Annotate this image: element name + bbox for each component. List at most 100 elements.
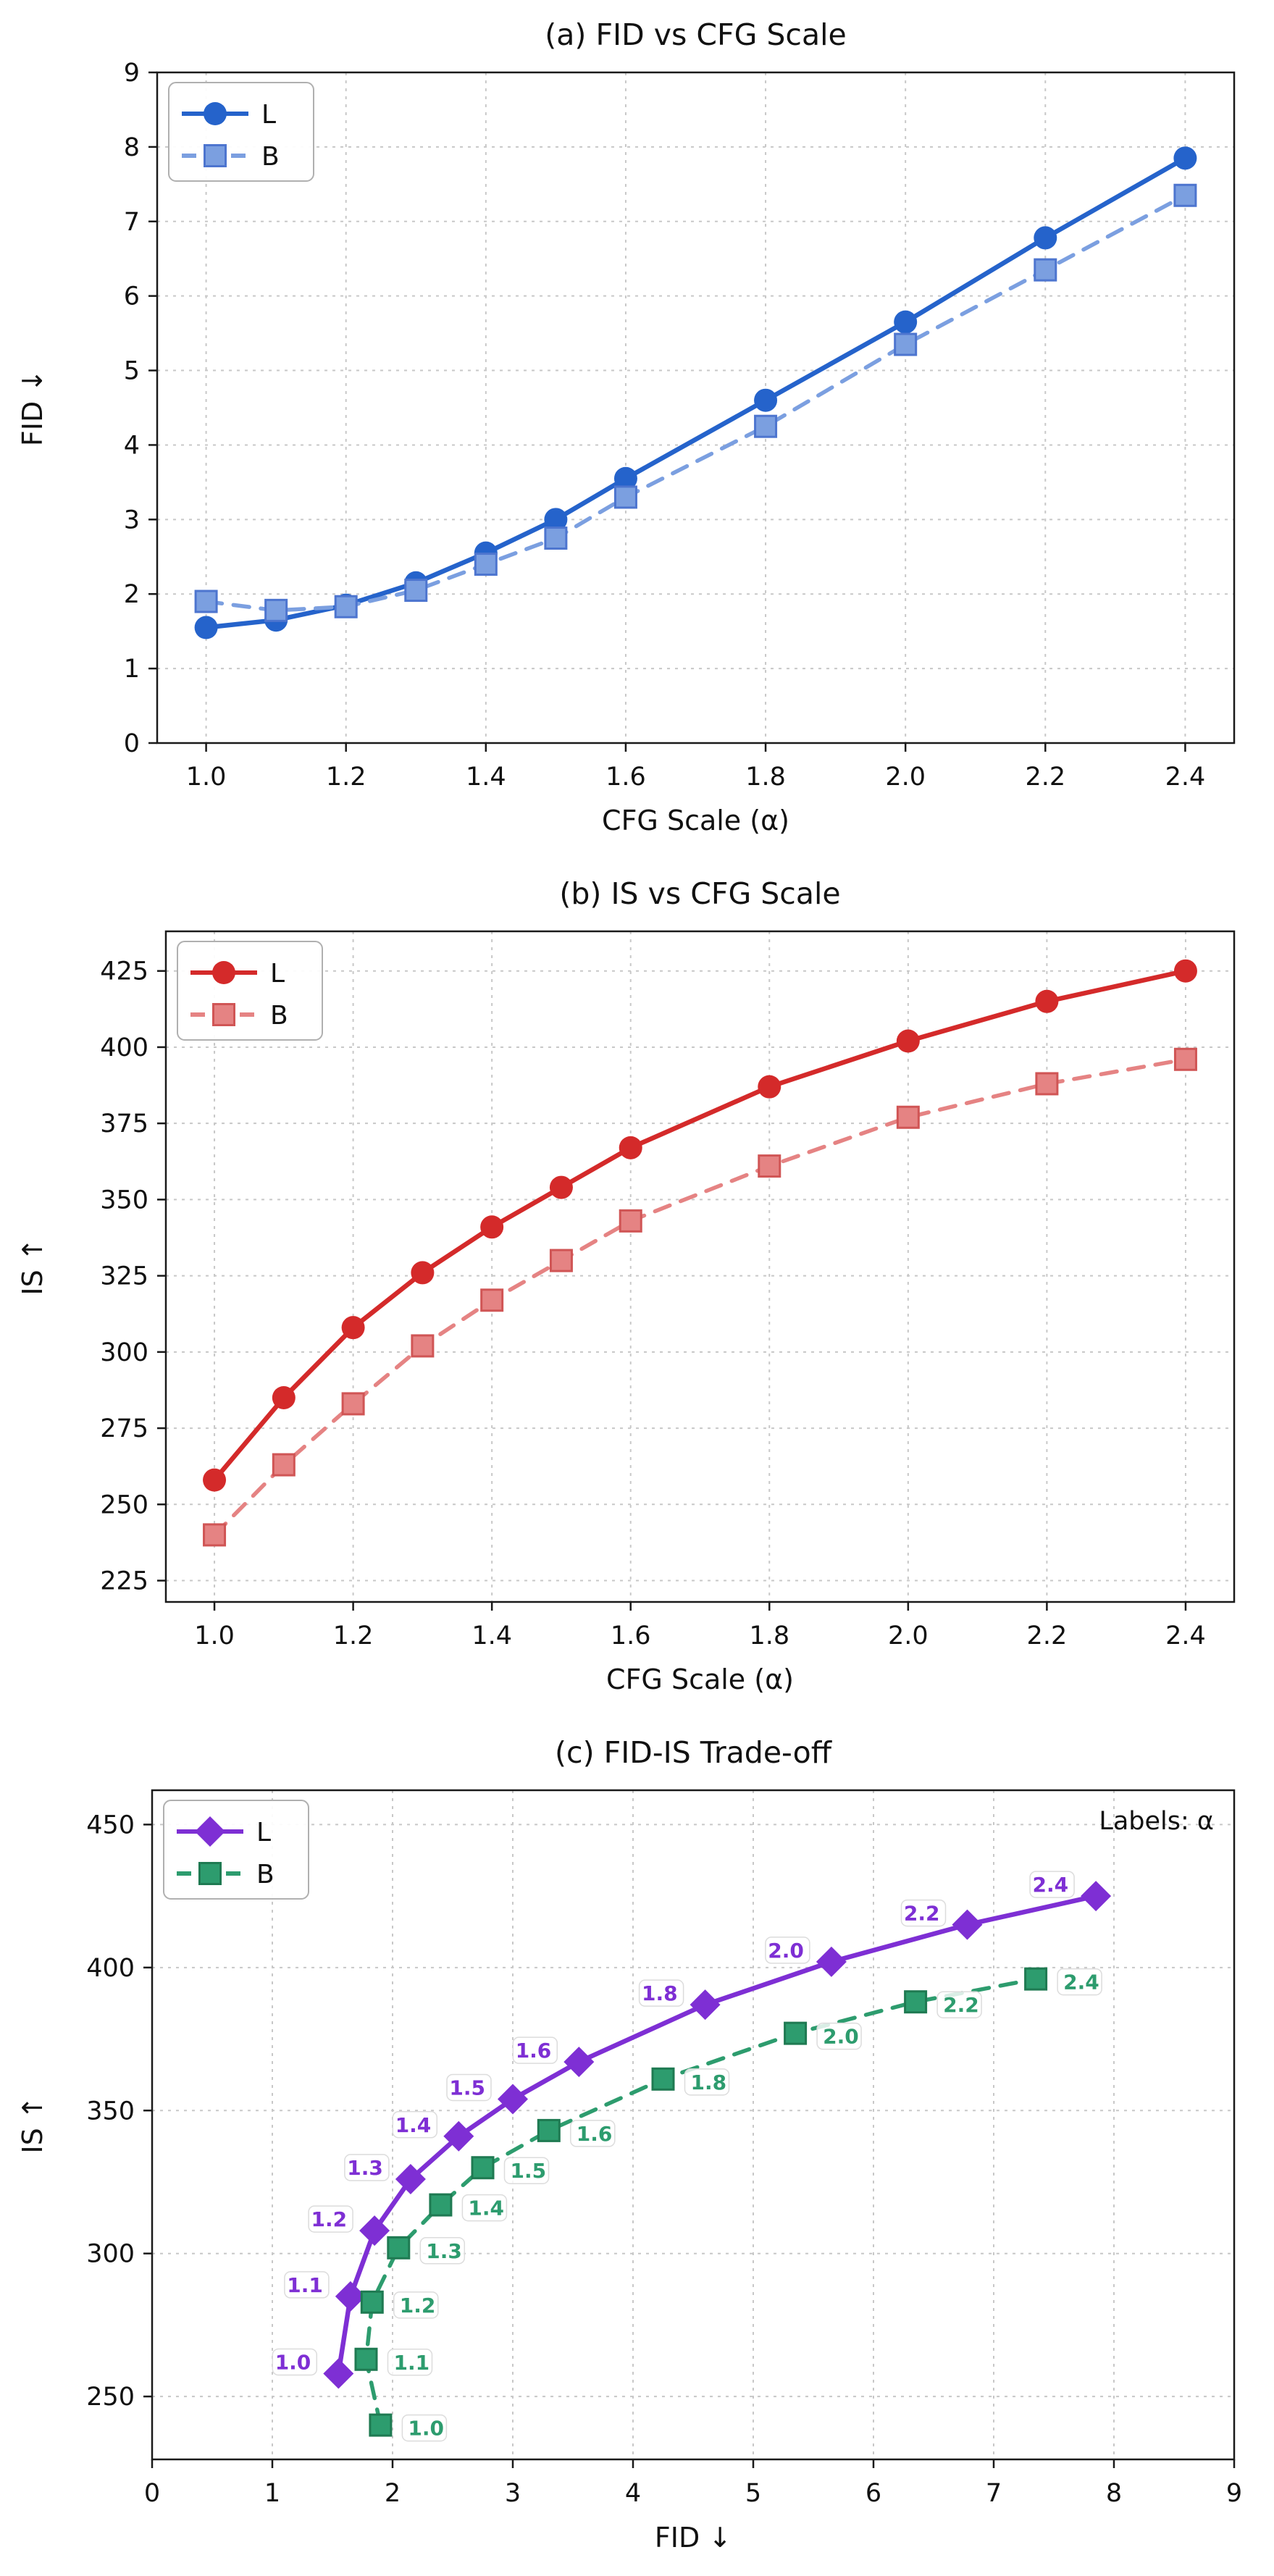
series-B-marker [471, 2156, 495, 2180]
y-tick-label: 7 [124, 208, 140, 237]
point-label: 1.4 [395, 2113, 432, 2137]
x-tick-label: 1.0 [194, 1621, 235, 1650]
legend-item-B: B [177, 1860, 275, 1889]
series-B-line [212, 1057, 1188, 1537]
series-B-marker [549, 1249, 573, 1272]
x-tick-label: 1.8 [749, 1621, 789, 1650]
x-tick-label: 1 [264, 2479, 280, 2508]
plot-border [164, 930, 1236, 1603]
series-L-marker [619, 1136, 642, 1159]
legend-item-B: B [182, 142, 280, 172]
y-tick-label: 425 [100, 957, 148, 986]
series-L [194, 146, 1197, 639]
y-tick-label: 350 [100, 1186, 148, 1214]
series-B-marker [784, 2021, 808, 2045]
legend-marker-B [198, 1862, 222, 1885]
x-tick-label: 1.6 [611, 1621, 651, 1650]
point-label-bg [512, 2036, 558, 2064]
grid [151, 1790, 1235, 2459]
series-B-marker [896, 1105, 920, 1129]
series-L-marker [1081, 1881, 1112, 1912]
y-tick-label: 400 [86, 1954, 135, 1983]
legend: LB [177, 941, 323, 1041]
series-L-marker [411, 1261, 435, 1285]
grid [157, 72, 1234, 744]
point-label-bg [344, 2154, 390, 2181]
y-tick-label: 0 [124, 729, 140, 758]
point-label: 1.0 [275, 2351, 311, 2375]
series-L-marker [203, 1468, 227, 1492]
point-label: 1.6 [516, 2039, 552, 2063]
legend-label-L: L [270, 959, 285, 989]
series-B [354, 1967, 1048, 2437]
point-label-bg [393, 2291, 439, 2319]
point-label-bg [272, 2348, 318, 2376]
legend-item-L: L [190, 959, 285, 989]
series-B-point-labels: 1.0 1.1 1.2 1.3 1.4 1.5 1.6 1.8 2.0 2.2 2.4 [387, 1968, 1102, 2442]
series-B-marker [411, 1334, 435, 1358]
series-B [194, 183, 1197, 622]
series-B-marker [387, 2236, 411, 2260]
y-tick-label: 375 [100, 1109, 148, 1138]
x-axis-label: FID ↓ [655, 2522, 732, 2554]
series-L-marker [1173, 959, 1197, 983]
series-B-marker [360, 2290, 384, 2314]
point-label-bg [446, 2073, 492, 2102]
x-tick-label: 2.0 [888, 1621, 929, 1650]
x-axis-label: CFG Scale (α) [606, 1664, 794, 1695]
series-L-marker [272, 1385, 296, 1409]
legend-label-L: L [256, 1818, 271, 1847]
legend-label-B: B [261, 142, 280, 172]
x-tick-label: 2.2 [1025, 763, 1065, 792]
x-tick-label: 2.4 [1165, 763, 1206, 792]
series-B-marker [474, 553, 498, 576]
legend-marker-L [212, 961, 235, 984]
series-L-marker [758, 1075, 781, 1099]
point-label-bg [387, 2349, 433, 2376]
y-tick-label: 8 [124, 133, 140, 162]
point-label: 1.8 [691, 2071, 727, 2094]
point-label-bg [419, 2237, 466, 2265]
point-label: 2.2 [904, 1902, 940, 1926]
point-label-bg [461, 2194, 508, 2222]
chart-fid-vs-cfg: 1.0 1.2 1.4 1.6 1.8 2.0 2.2 2.4 0 1 2 3 4 5 6 7 8 9 (a) FI… [17, 17, 1236, 836]
series-B-marker [1024, 1967, 1048, 1991]
y-tick-label: 250 [86, 2383, 135, 2412]
chart-fid-is-tradeoff: 0 1 2 3 4 5 6 7 8 9 250 300 350 400 450 1.0 1.1 1.2 1.3 1.4… [17, 1735, 1242, 2554]
y-tick-label: 2 [124, 580, 140, 609]
series-B-marker [404, 579, 428, 603]
y-tick-label: 300 [86, 2240, 135, 2269]
y-axis-label: IS ↑ [17, 2096, 49, 2153]
legend-item-L: L [177, 1816, 271, 1847]
x-tick-label: 2.0 [885, 763, 926, 792]
x-tick-label: 1.2 [333, 1621, 374, 1650]
legend-box [177, 941, 323, 1041]
series-B-marker [904, 1990, 928, 2014]
x-tick-label: 2.2 [1027, 1621, 1068, 1650]
point-label-bg [401, 2414, 448, 2442]
y-tick-label: 225 [100, 1567, 148, 1596]
series-B-marker [1173, 183, 1197, 207]
point-label-bg [284, 2271, 330, 2299]
series-L-marker [894, 310, 918, 334]
point-label: 1.2 [400, 2294, 436, 2317]
chart-panel-fid-vs-cfg: 1.0 1.2 1.4 1.6 1.8 2.0 2.2 2.4 0 1 2 3 4 5 6 7 8 9 (a) FI… [0, 0, 1274, 859]
series-L-point-labels: 1.0 1.1 1.2 1.3 1.4 1.5 1.6 1.8 2.0 2.2 2.4 [272, 1871, 1075, 2376]
series-L-marker [359, 2215, 390, 2246]
legend: LB [163, 1800, 309, 1900]
y-axis-label: FID ↓ [17, 369, 49, 446]
y-axis-ticks: 250 300 350 400 450 [86, 1811, 152, 2412]
series-L-marker [323, 2358, 354, 2389]
chart-title: (c) FID-IS Trade-off [555, 1735, 833, 1770]
series-L-marker [480, 1215, 504, 1239]
point-label: 1.2 [311, 2207, 347, 2231]
legend-marker-L [204, 102, 227, 125]
series-B-marker [272, 1453, 296, 1477]
series-B-marker [613, 485, 637, 509]
y-tick-label: 5 [124, 357, 140, 386]
series-B-marker [264, 598, 288, 622]
y-tick-label: 275 [100, 1414, 148, 1443]
y-tick-label: 9 [124, 59, 140, 88]
point-label: 1.3 [426, 2239, 462, 2263]
x-tick-label: 2.4 [1165, 1621, 1206, 1650]
